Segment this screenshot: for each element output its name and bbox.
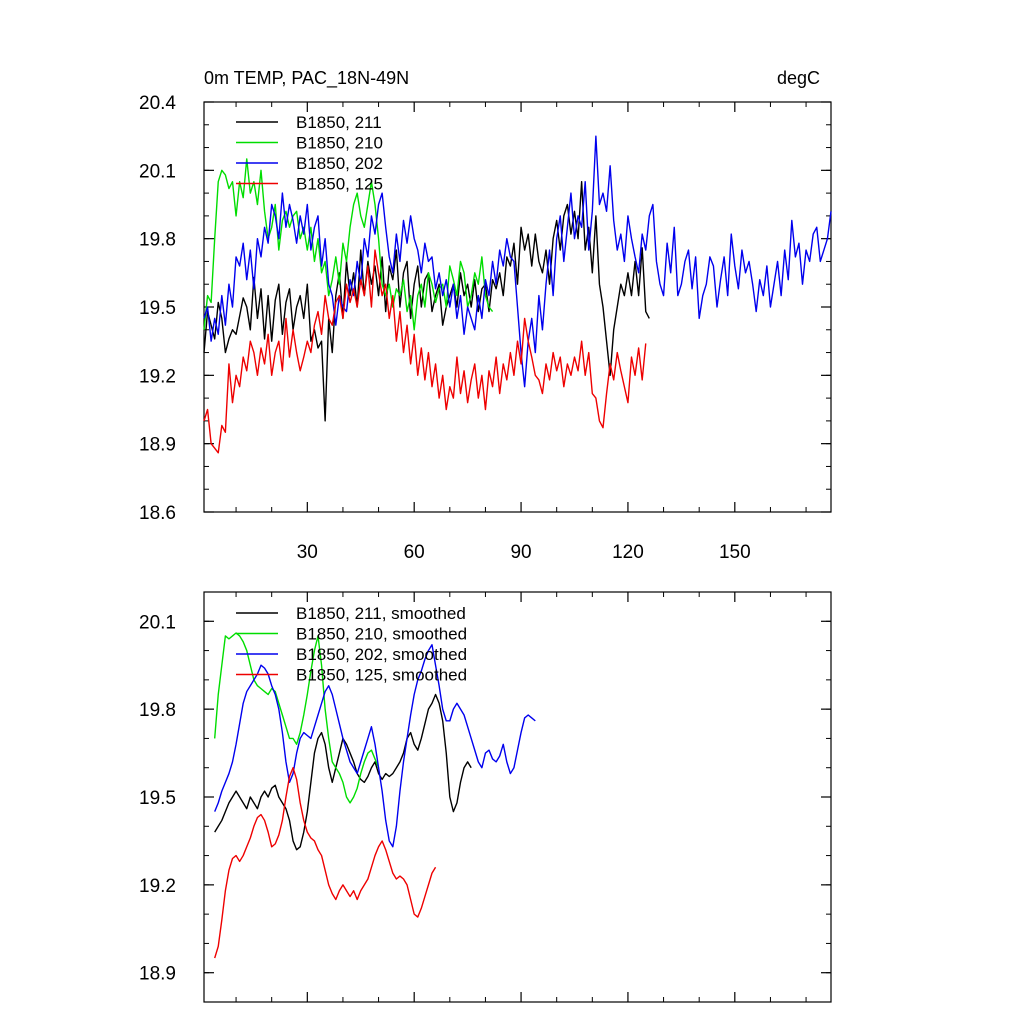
bottom-legend: B1850, 211, smoothed B1850, 210, smoothed… <box>236 604 467 685</box>
legend-label: B1850, 211, smoothed <box>296 604 466 623</box>
series-line-3 <box>214 767 437 959</box>
legend-label: B1850, 210 <box>296 134 383 153</box>
x-tick-label: 60 <box>404 542 425 563</box>
series-line-3 <box>203 249 647 454</box>
y-tick-label: 20.1 <box>139 161 176 182</box>
legend-label: B1850, 202, smoothed <box>296 645 467 664</box>
y-tick-label: 19.2 <box>139 366 176 387</box>
y-tick-label: 19.8 <box>139 230 176 251</box>
series-line-2 <box>203 135 832 388</box>
y-tick-label: 20.4 <box>139 93 176 114</box>
y-tick-label: 19.5 <box>139 788 176 809</box>
legend-label: B1850, 210, smoothed <box>296 625 467 644</box>
bottom-panel: 18.9 19.2 19.5 19.8 20.1 B1850, 211, smoothe… <box>139 591 832 1003</box>
y-tick-label: 19.5 <box>139 298 176 319</box>
series-line-0 <box>203 181 650 422</box>
y-tick-label: 18.6 <box>139 503 176 524</box>
chart-title: 0m TEMP, PAC_18N-49N <box>204 68 409 89</box>
top-series-lines <box>203 135 832 454</box>
legend-label: B1850, 202 <box>296 154 383 173</box>
top-panel: 0m TEMP, PAC_18N-49N degC 18.6 18.9 19.2 19… <box>139 68 832 563</box>
top-axes: 18.6 18.9 19.2 19.5 19.8 20.1 20.4 30 60 90 120 150 <box>139 93 832 563</box>
y-tick-label: 20.1 <box>139 612 176 633</box>
y-tick-label: 19.2 <box>139 876 176 897</box>
legend-label: B1850, 125, smoothed <box>296 666 467 685</box>
x-tick-label: 30 <box>297 542 318 563</box>
x-tick-label: 120 <box>612 542 644 563</box>
legend-label: B1850, 211 <box>296 113 382 132</box>
series-line-1 <box>213 632 380 804</box>
bottom-axes: 18.9 19.2 19.5 19.8 20.1 <box>139 591 832 1003</box>
x-tick-label: 90 <box>510 542 531 563</box>
y-tick-label: 18.9 <box>139 435 176 456</box>
series-line-1 <box>203 158 494 331</box>
legend-label: B1850, 125 <box>296 175 383 194</box>
units-label: degC <box>777 68 820 88</box>
y-tick-label: 18.9 <box>139 964 176 985</box>
y-tick-label: 19.8 <box>139 700 176 721</box>
x-tick-label: 150 <box>719 542 751 563</box>
